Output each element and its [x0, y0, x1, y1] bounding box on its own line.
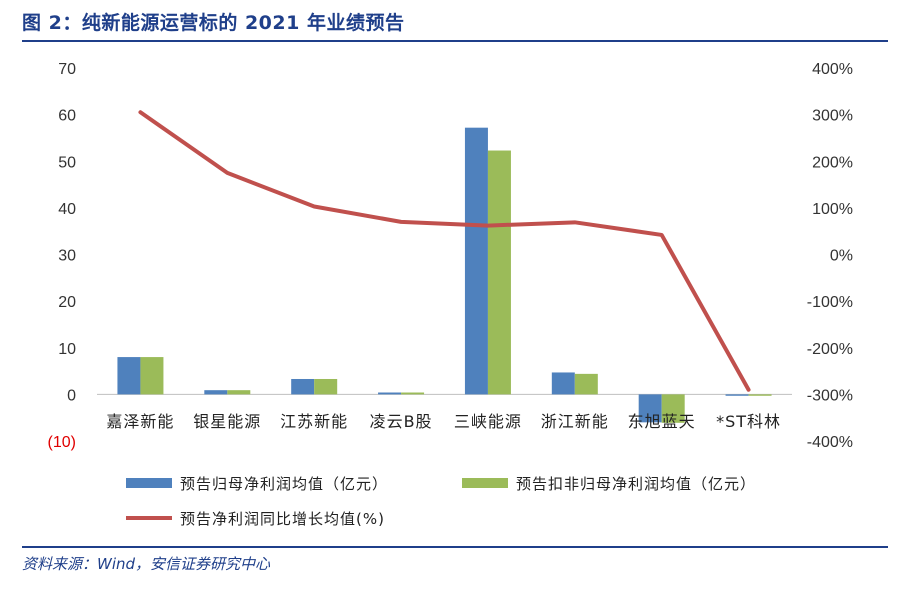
legend-swatch — [126, 478, 172, 488]
category-label: 凌云B股 — [370, 412, 433, 431]
source-divider — [22, 546, 888, 548]
bar-net-profit-deducted — [314, 378, 338, 395]
growth-line — [138, 110, 751, 392]
category-label: *ST科林 — [716, 412, 781, 431]
left-tick-label: 70 — [58, 61, 76, 78]
legend: 预告归母净利润均值（亿元） 预告扣非归母净利润均值（亿元） 预告净利润同比增长均值(… — [126, 475, 756, 528]
left-axis: (10) 0 10 20 30 40 50 60 70 — [48, 61, 77, 451]
category-label: 江苏新能 — [280, 412, 348, 431]
bar-net-profit — [464, 127, 488, 395]
bar-net-profit — [638, 394, 662, 423]
right-tick-label: 100% — [812, 201, 853, 218]
category-label: 银星能源 — [193, 412, 261, 431]
growth-point — [139, 111, 141, 113]
left-tick-label: 50 — [58, 154, 76, 171]
left-tick-label: 10 — [58, 341, 76, 358]
growth-point — [400, 221, 402, 223]
left-tick-label: 0 — [67, 387, 76, 404]
right-tick-label: -300% — [807, 387, 853, 404]
source-note: 资料来源：Wind，安信证券研究中心 — [22, 555, 271, 573]
bar-net-profit — [378, 392, 402, 395]
category-label: 东旭蓝天 — [628, 412, 696, 431]
right-tick-label: 400% — [812, 61, 853, 78]
legend-label: 预告归母净利润均值（亿元） — [180, 475, 388, 493]
right-tick-label: 300% — [812, 108, 853, 125]
bar-net-profit-deducted — [574, 373, 598, 395]
growth-point — [487, 225, 489, 227]
right-axis: -400% -300% -200% -100% 0% 100% 200% 300% 400% — [807, 61, 853, 451]
growth-point — [661, 234, 663, 236]
bar-net-profit — [204, 390, 228, 395]
growth-point — [748, 389, 750, 391]
category-label: 嘉泽新能 — [106, 412, 174, 431]
growth-point — [574, 221, 576, 223]
line-series — [138, 110, 751, 392]
left-tick-label: 30 — [58, 248, 76, 265]
legend-swatch — [462, 478, 508, 488]
growth-point — [226, 172, 228, 174]
left-tick-label: 20 — [58, 294, 76, 311]
category-labels: 嘉泽新能 银星能源 江苏新能 凌云B股 三峡能源 浙江新能 东旭蓝天 *ST科林 — [106, 412, 781, 431]
bar-series — [117, 127, 772, 423]
title-divider — [22, 40, 888, 42]
bar-net-profit-deducted — [140, 357, 164, 395]
bar-net-profit — [117, 357, 141, 395]
right-tick-label: 0% — [830, 248, 853, 265]
bar-net-profit-deducted — [487, 150, 511, 395]
left-tick-label: 60 — [58, 108, 76, 125]
legend-label: 预告净利润同比增长均值(%) — [180, 510, 385, 528]
right-tick-label: -100% — [807, 294, 853, 311]
left-tick-label: 40 — [58, 201, 76, 218]
growth-point — [313, 205, 315, 207]
bar-net-profit-deducted — [401, 392, 425, 395]
legend-label: 预告扣非归母净利润均值（亿元） — [516, 475, 756, 493]
category-label: 三峡能源 — [454, 412, 522, 431]
figure-title: 图 2：纯新能源运营标的 2021 年业绩预告 — [22, 12, 405, 34]
bar-net-profit — [725, 394, 749, 396]
bar-net-profit-deducted — [227, 390, 251, 395]
bar-net-profit — [551, 372, 575, 395]
bar-net-profit-deducted — [661, 394, 685, 423]
bar-net-profit — [291, 378, 315, 395]
category-label: 浙江新能 — [541, 412, 609, 431]
right-tick-label: -200% — [807, 341, 853, 358]
bar-net-profit-deducted — [748, 394, 772, 396]
right-tick-label: -400% — [807, 434, 853, 451]
left-tick-label: (10) — [48, 434, 76, 451]
right-tick-label: 200% — [812, 154, 853, 171]
